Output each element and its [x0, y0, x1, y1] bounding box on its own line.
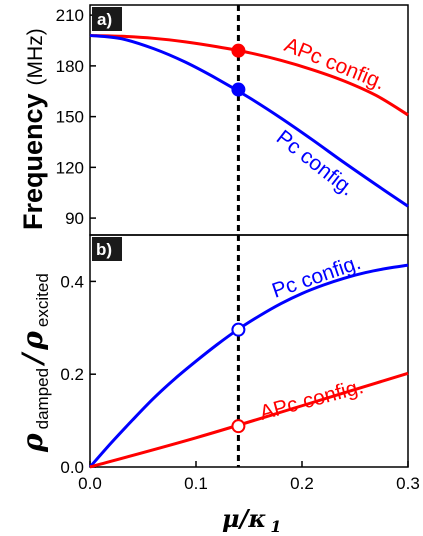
- panel-a-markers: [231, 43, 246, 97]
- panel-b-pc-label: Pc config.: [269, 251, 364, 303]
- panel-a-series-apcconfig: [89, 33, 409, 117]
- panel-a-series-pcconfig: [89, 33, 409, 208]
- panel-b-curves: [88, 263, 409, 469]
- panel-b-apc-label: APc config.: [257, 375, 366, 425]
- panel-a-y-tick-label: 90: [65, 209, 84, 228]
- panel-b-tag: [92, 237, 122, 261]
- rho-slash: /: [16, 351, 49, 367]
- x-label-sub: 1: [270, 517, 281, 536]
- panel-a-marker: [231, 82, 246, 97]
- rho-sub-excited: excited: [33, 273, 52, 327]
- panel-b-y-ticks: 0.0 0.2 0.4: [60, 272, 96, 477]
- panel-a-tag-label: a): [97, 10, 112, 29]
- panel-a-y-axis-title: Frequency (MHz): [18, 28, 48, 230]
- panel-a-frame: [89, 4, 409, 236]
- panel-b-y-tick-label: 0.2: [60, 365, 84, 384]
- panel-b-y-axis-title: ρ damped / ρ excited: [16, 273, 52, 453]
- rho-sub-damped: damped: [33, 368, 52, 429]
- x-axis-title: μ/κ 1: [222, 504, 281, 536]
- panel-b-series-apcconfig: [89, 371, 409, 469]
- rho-symbol-2: ρ: [16, 331, 49, 351]
- panel-b-frame: [89, 234, 409, 468]
- panel-a-y-tick-label: 120: [56, 158, 84, 177]
- panel-b-marker: [231, 419, 246, 434]
- panel-a-y-tick-label: 210: [56, 6, 84, 25]
- panel-b-x-tick-label: 0.2: [290, 474, 314, 493]
- panel-a-y-tick-label: 180: [56, 57, 84, 76]
- panel-b-x-tick-label: 0.0: [78, 474, 102, 493]
- panel-b-x-tick-label: 0.1: [184, 474, 208, 493]
- panel-a-tag: [92, 7, 122, 31]
- panel-a-y-tick-label: 150: [56, 108, 84, 127]
- panel-b: 0.0 0.2 0.4 0.0 0.1 0.2 0.3 b) Pc config. APc…: [16, 234, 420, 536]
- panel-b-markers: [231, 322, 246, 434]
- panel-a-y-label: Frequency: [18, 93, 48, 230]
- panel-a-curves: [89, 33, 409, 208]
- panel-b-y-tick-label: 0.0: [60, 458, 84, 477]
- panel-b-x-ticks: 0.0 0.1 0.2 0.3: [78, 461, 420, 493]
- panel-a-marker: [231, 43, 246, 58]
- panel-b-series-pcconfig: [88, 263, 409, 468]
- panel-b-marker: [231, 322, 246, 337]
- panel-b-x-tick-label: 0.3: [396, 474, 420, 493]
- panel-b-y-tick-label: 0.4: [60, 272, 84, 291]
- panel-a-y-unit: (MHz): [24, 28, 47, 85]
- panel-b-tag-label: b): [96, 240, 112, 259]
- x-label-main: μ/κ: [222, 504, 266, 533]
- rho-symbol-1: ρ: [16, 433, 49, 453]
